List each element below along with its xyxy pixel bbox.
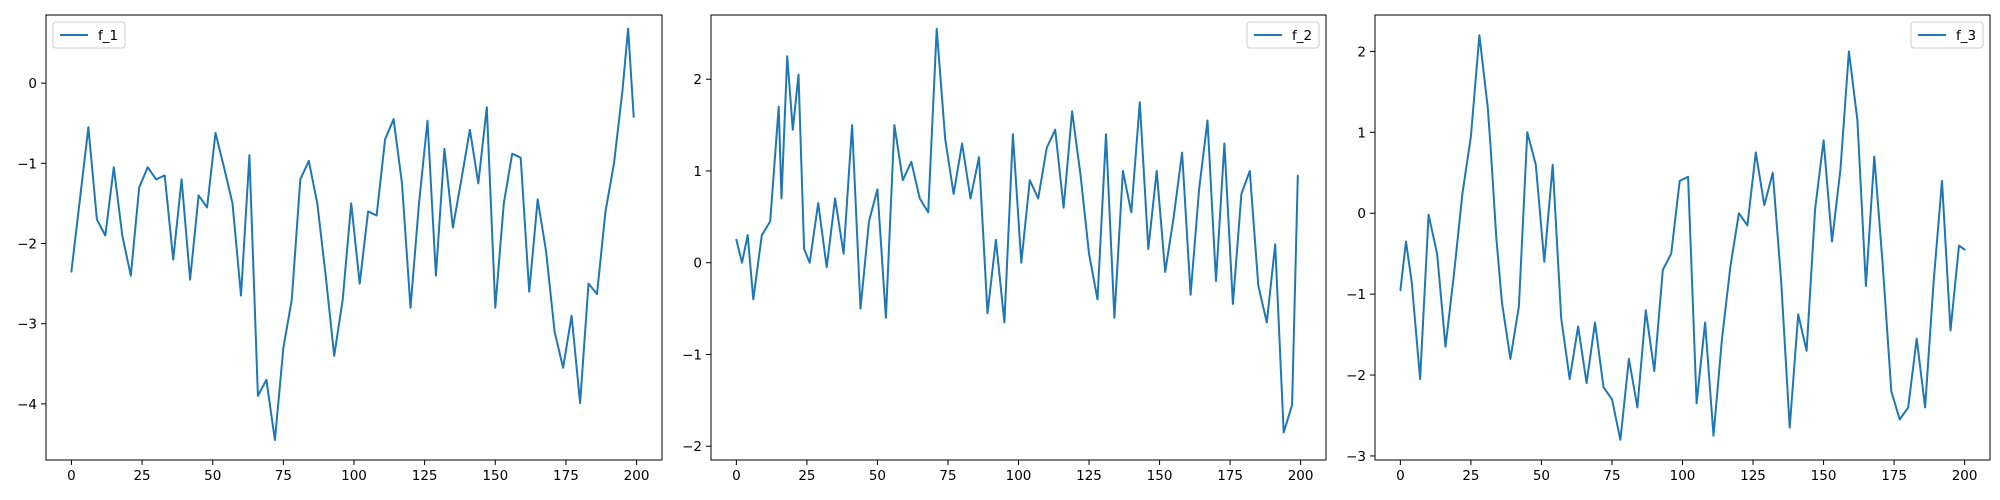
legend: f_1 xyxy=(52,21,126,49)
x-tick-label: 125 xyxy=(1740,468,1766,484)
x-tick-label: 200 xyxy=(1952,468,1978,484)
y-tick-label: −4 xyxy=(17,397,37,413)
y-tick-label: −2 xyxy=(1346,368,1366,384)
y-tick-label: 2 xyxy=(693,72,702,88)
x-tick-label: 0 xyxy=(67,468,76,484)
x-tick-label: 175 xyxy=(1217,468,1243,484)
y-tick-label: −1 xyxy=(682,347,702,363)
y-tick-label: 2 xyxy=(1357,44,1366,60)
legend: f_3 xyxy=(1910,21,1984,49)
x-tick-label: 0 xyxy=(1396,468,1405,484)
legend-label: f_3 xyxy=(1956,28,1976,44)
x-tick-label: 125 xyxy=(412,468,438,484)
x-tick-label: 75 xyxy=(1603,468,1620,484)
x-tick-label: 50 xyxy=(869,468,886,484)
x-tick-label: 50 xyxy=(204,468,221,484)
x-tick-label: 175 xyxy=(553,468,579,484)
x-tick-label: 100 xyxy=(341,468,367,484)
legend-box xyxy=(1246,21,1320,49)
axes-frame xyxy=(45,14,663,461)
axes-frame xyxy=(710,14,1327,461)
y-tick-label: −2 xyxy=(682,439,702,455)
y-tick-label: 0 xyxy=(28,76,37,92)
y-tick-label: 1 xyxy=(693,164,702,180)
x-tick-label: 75 xyxy=(275,468,292,484)
legend: f_2 xyxy=(1246,21,1320,49)
x-tick-label: 150 xyxy=(482,468,508,484)
x-tick-label: 75 xyxy=(939,468,956,484)
x-tick-label: 100 xyxy=(1670,468,1696,484)
legend-box xyxy=(1910,21,1984,49)
x-tick-label: 150 xyxy=(1147,468,1173,484)
y-tick-label: −2 xyxy=(17,237,37,253)
x-tick-label: 25 xyxy=(133,468,150,484)
legend-label: f_2 xyxy=(1292,28,1312,44)
y-tick-label: −3 xyxy=(1346,449,1366,465)
y-tick-label: 0 xyxy=(693,256,702,272)
x-tick-label: 50 xyxy=(1533,468,1550,484)
x-tick-label: 25 xyxy=(1462,468,1479,484)
panel-f3: 0 25 50 75 100 125 150 175 200 2 1 0 −1 −2 −3 f_3 xyxy=(1346,14,1991,484)
x-tick-label: 25 xyxy=(798,468,815,484)
x-tick-label: 175 xyxy=(1881,468,1907,484)
legend-label: f_1 xyxy=(98,28,118,44)
y-tick-label: 1 xyxy=(1357,125,1366,141)
x-tick-label: 200 xyxy=(624,468,650,484)
y-tick-label: 0 xyxy=(1357,206,1366,222)
x-tick-label: 150 xyxy=(1811,468,1837,484)
y-tick-label: −3 xyxy=(17,317,37,333)
series-line-f1 xyxy=(70,27,635,441)
legend-box xyxy=(52,21,126,49)
x-tick-label: 0 xyxy=(732,468,741,484)
panel-f1: 0 25 50 75 100 125 150 175 200 0 −1 −2 −3 −4 f_1 xyxy=(17,14,663,484)
y-tick-label: −1 xyxy=(1346,287,1366,303)
x-tick-label: 200 xyxy=(1288,468,1314,484)
panel-f2: 0 25 50 75 100 125 150 175 200 2 1 0 −1 −2 f_2 xyxy=(682,14,1327,484)
series-line-f3 xyxy=(1399,34,1966,441)
axes-frame xyxy=(1374,14,1991,461)
x-tick-label: 100 xyxy=(1006,468,1032,484)
x-tick-label: 125 xyxy=(1076,468,1102,484)
series-line-f2 xyxy=(735,27,1299,434)
y-tick-label: −1 xyxy=(17,156,37,172)
